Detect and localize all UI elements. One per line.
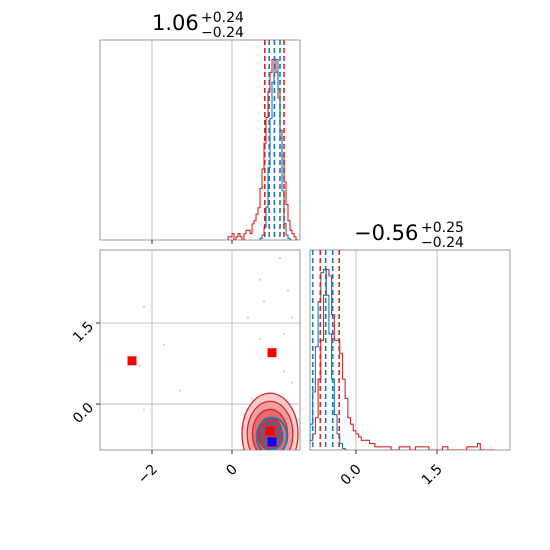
panel-bottom-right-title-sup: +0.25 — [421, 220, 464, 236]
title-main: −0.56 — [354, 221, 418, 245]
panel-top-left-title-sub: −0.24 — [201, 25, 244, 41]
marker-square-0 — [127, 356, 137, 366]
faint-point-6 — [258, 338, 262, 341]
faint-point-8 — [162, 343, 166, 346]
panel-bottom-right-title-sub: −0.24 — [421, 235, 464, 251]
panel-bottom-left-markers — [127, 348, 277, 447]
faint-point-0 — [278, 257, 282, 260]
contour-1-level-1 — [260, 422, 284, 450]
panel-top-left-title-sup: +0.24 — [201, 10, 244, 26]
panel-top-left-grid — [151, 40, 233, 240]
histogram-series-0 — [227, 58, 298, 240]
marker-square-2 — [265, 426, 275, 436]
faint-point-11 — [178, 389, 182, 392]
panel-top-left-ticks — [151, 240, 233, 244]
panel-bottom-right-quantile-lines — [311, 250, 340, 450]
faint-point-7 — [142, 305, 146, 308]
panel-top-left-quantile-lines — [263, 40, 285, 240]
panel-top-left-histogram: 1.06 +0.24 −0.24 — [99, 10, 301, 244]
panel-top-left-frame — [99, 39, 301, 241]
panel-top-left-title: 1.06 — [152, 11, 199, 35]
faint-point-13 — [250, 397, 254, 400]
marker-square-3 — [267, 437, 277, 447]
faint-point-12 — [282, 370, 286, 373]
faint-point-5 — [282, 332, 286, 335]
panel-bottom-left-faint-points — [138, 257, 294, 411]
faint-point-4 — [290, 316, 294, 319]
faint-point-14 — [290, 381, 294, 384]
marker-square-1 — [267, 348, 277, 358]
panel-bottom-right-grid — [355, 250, 438, 450]
faint-point-9 — [138, 365, 142, 368]
faint-point-1 — [258, 278, 262, 281]
faint-point-3 — [246, 316, 250, 319]
panel-bottom-left-scatter: −2 00.01.5 — [70, 249, 301, 487]
faint-point-15 — [262, 300, 266, 303]
faint-point-10 — [142, 408, 146, 411]
panel-bottom-left-frame — [99, 249, 301, 451]
panel-bottom-right-title: −0.56 — [354, 221, 418, 245]
title-main: 1.06 — [152, 11, 199, 35]
faint-point-2 — [286, 289, 290, 292]
contour-1-level-0 — [255, 416, 289, 450]
